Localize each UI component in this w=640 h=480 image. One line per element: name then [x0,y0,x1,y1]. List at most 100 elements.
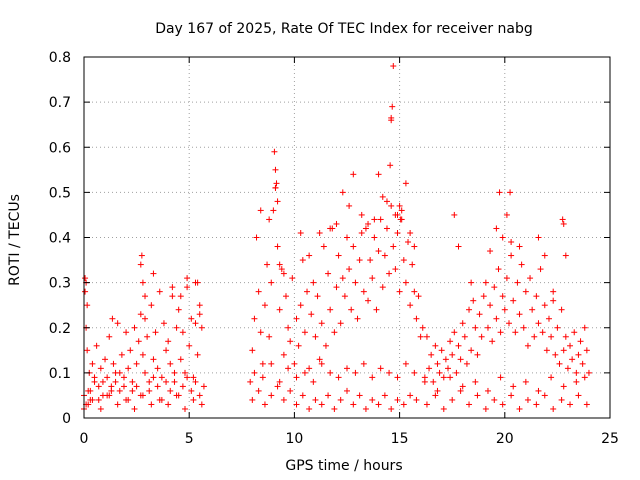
x-tick-label: 20 [496,431,514,447]
data-point [106,392,113,399]
data-point [339,275,346,282]
data-point [137,311,144,318]
data-point [457,356,464,363]
data-point [531,333,538,340]
data-point [550,405,557,412]
data-point [335,252,342,259]
data-point [392,266,399,273]
data-point [402,360,409,367]
data-point [556,360,563,367]
data-point [127,347,134,354]
data-point [266,333,273,340]
data-point [447,338,454,345]
data-point [95,396,102,403]
chart-title: Day 167 of 2025, Rate Of TEC Index for r… [155,21,533,37]
data-point [440,374,447,381]
data-point [312,333,319,340]
data-point [194,351,201,358]
data-point [181,405,188,412]
data-point [434,387,441,394]
data-point [104,374,111,381]
data-point [365,220,372,227]
data-point [188,315,195,322]
data-point [249,347,256,354]
data-point [402,279,409,286]
y-axis-label: ROTI / TECUs [7,194,23,286]
data-point [112,378,119,385]
data-point [480,293,487,300]
data-point [93,342,100,349]
data-point [184,275,191,282]
data-point [339,189,346,196]
data-point [163,347,170,354]
data-point [397,216,404,223]
data-point [394,229,401,236]
data-point [491,284,498,291]
data-point [358,229,365,236]
data-point [129,387,136,394]
data-point [344,387,350,394]
data-point [150,374,157,381]
data-point [138,252,145,259]
data-point [268,279,275,286]
data-point [282,293,289,300]
data-point [259,374,266,381]
data-point [116,387,123,394]
x-tick-label: 0 [80,431,89,447]
data-point [560,383,567,390]
data-point [514,279,521,286]
data-point [495,266,502,273]
data-point [569,356,576,363]
data-point [548,333,555,340]
data-point [419,324,426,331]
data-point [352,279,359,286]
data-point [478,333,485,340]
data-point [506,320,513,327]
data-point [85,401,92,408]
data-point [567,401,574,408]
data-point [360,288,367,295]
data-point [455,342,462,349]
data-point [400,401,407,408]
data-point [482,279,489,286]
data-point [487,302,494,309]
data-point [131,405,138,412]
data-point [289,275,296,282]
data-point [118,351,125,358]
data-point [139,351,146,358]
data-point [379,284,386,291]
data-point [449,396,456,403]
data-point [388,114,395,121]
data-point [198,324,205,331]
data-point [331,405,338,412]
data-point [316,229,323,236]
data-point [356,392,363,399]
data-point [135,338,142,345]
data-point [152,329,159,336]
data-point [383,225,390,232]
data-point [394,396,401,403]
data-point [150,356,157,363]
data-point [190,396,197,403]
data-point [558,396,565,403]
data-point [436,369,443,376]
data-point [581,374,588,381]
data-point [179,329,186,336]
data-point [322,342,329,349]
data-point [386,369,393,376]
data-point [560,347,567,354]
data-point [564,365,571,372]
data-point [367,257,374,264]
data-point [371,234,378,241]
data-point [396,202,403,209]
data-point [131,324,138,331]
data-point [190,374,197,381]
data-point [394,211,401,218]
data-point [535,320,542,327]
data-point [188,387,195,394]
data-point [417,333,424,340]
data-point [91,374,98,381]
data-point [255,387,262,394]
data-point [87,387,94,394]
data-point [550,297,557,304]
